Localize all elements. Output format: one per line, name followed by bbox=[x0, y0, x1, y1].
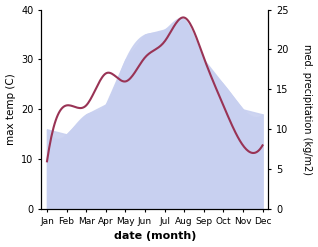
Y-axis label: med. precipitation (kg/m2): med. precipitation (kg/m2) bbox=[302, 44, 313, 175]
Y-axis label: max temp (C): max temp (C) bbox=[5, 74, 16, 145]
X-axis label: date (month): date (month) bbox=[114, 231, 196, 242]
